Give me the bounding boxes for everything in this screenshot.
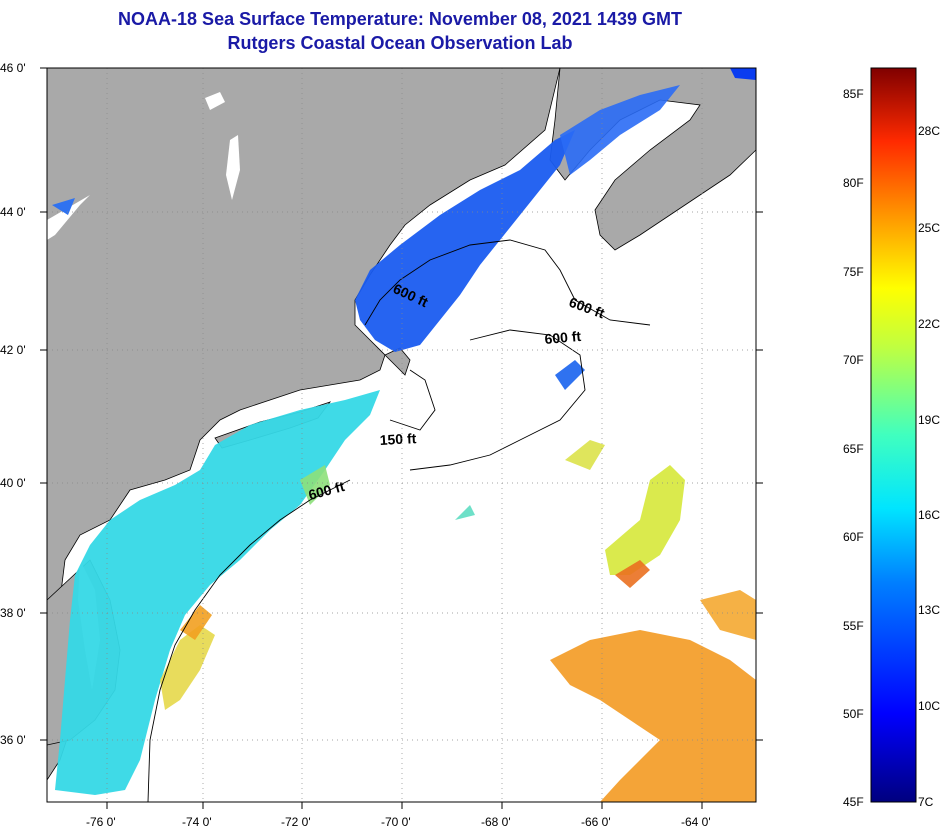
sst-blue-lake: [52, 198, 75, 215]
contour-label-4: 150 ft: [379, 430, 417, 448]
colorbar-f-70: 70F: [843, 353, 864, 367]
colorbar-f-60: 60F: [843, 530, 864, 544]
lon-label-74: -74 0': [182, 815, 212, 829]
sst-orange-patch-east: [700, 590, 756, 640]
lon-label-66: -66 0': [581, 815, 611, 829]
sst-gulf-of-maine: [355, 130, 575, 352]
sst-mid-atlantic-shelf: [55, 390, 380, 795]
sst-yellow-patch-north: [565, 440, 605, 470]
lon-label-64: -64 0': [681, 815, 711, 829]
sst-orange-shelf-south: [180, 605, 212, 640]
lon-label-72: -72 0': [281, 815, 311, 829]
lat-label-36: 36 0': [0, 733, 26, 747]
contour-label-3: 600 ft: [544, 328, 582, 347]
lat-label-42: 42 0': [0, 343, 26, 357]
lon-label-76: -76 0': [86, 815, 116, 829]
contour-line-georges: [409, 329, 586, 471]
lat-label-46: 46 0': [0, 61, 26, 75]
colorbar-f-50: 50F: [843, 707, 864, 721]
lat-label-38: 38 0': [0, 606, 26, 620]
colorbar-f-80: 80F: [843, 176, 864, 190]
lake-ontario-edge: [47, 180, 105, 240]
sst-yellow-shelf-south: [160, 625, 215, 710]
colorbar-c-7: 7C: [918, 795, 934, 809]
sst-bay-of-fundy: [560, 85, 680, 175]
colorbar-f-85: 85F: [843, 87, 864, 101]
sst-orange-offshore: [615, 560, 650, 588]
sst-blue-corner: [730, 68, 756, 80]
sst-orange-gulfstream: [550, 630, 756, 802]
lake-moosehead: [205, 92, 225, 110]
colorbar: [870, 67, 917, 803]
sst-blue-patch-east: [555, 360, 585, 390]
lon-label-68: -68 0': [481, 815, 511, 829]
sst-green-shelf-edge: [300, 465, 330, 505]
lon-label-70: -70 0': [381, 815, 411, 829]
colorbar-c-28: 28C: [918, 124, 940, 138]
colorbar-c-16: 16C: [918, 508, 940, 522]
colorbar-f-45: 45F: [843, 795, 864, 809]
map-subtitle: Rutgers Coastal Ocean Observation Lab: [227, 33, 573, 53]
colorbar-c-19: 19C: [918, 413, 940, 427]
colorbar-c-10: 10C: [918, 699, 940, 713]
contour-line-shelf: [147, 479, 351, 802]
lat-label-40: 40 0': [0, 476, 26, 490]
contour-line-inner: [389, 369, 436, 431]
colorbar-c-25: 25C: [918, 221, 940, 235]
contour-line-gom: [364, 239, 651, 326]
colorbar-f-65: 65F: [843, 442, 864, 456]
map-grid: [47, 68, 756, 802]
colorbar-f-75: 75F: [843, 265, 864, 279]
colorbar-c-22: 22C: [918, 317, 940, 331]
map-ticks: [40, 67, 763, 809]
sst-yellow-offshore: [605, 465, 685, 575]
lat-label-44: 44 0': [0, 205, 26, 219]
lake-champlain: [226, 135, 240, 200]
colorbar-c-13: 13C: [918, 603, 940, 617]
colorbar-f-55: 55F: [843, 619, 864, 633]
sst-cyan-patch-1: [455, 505, 475, 520]
map-title: NOAA-18 Sea Surface Temperature: Novembe…: [118, 9, 682, 29]
